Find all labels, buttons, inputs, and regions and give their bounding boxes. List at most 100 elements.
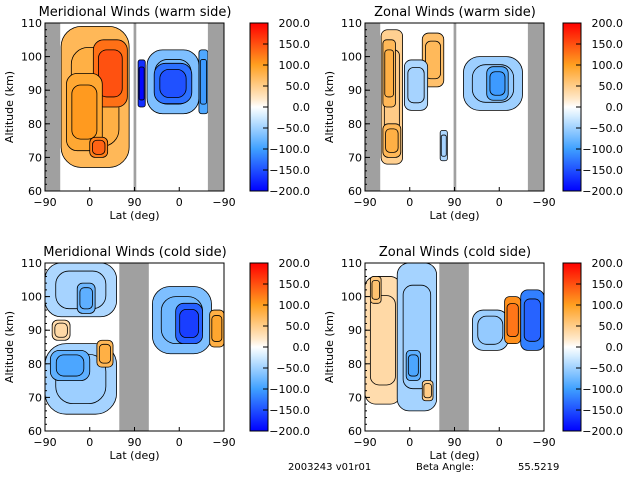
colorbar-tick-label: 0.0 (293, 101, 311, 114)
contour-line (477, 315, 504, 345)
y-tick-label: 90 (348, 324, 362, 337)
no-data-band (439, 263, 469, 431)
contour-line (211, 315, 223, 342)
colorbar-tick-label: −50.0 (589, 362, 623, 375)
x-tick-label: 0 (406, 196, 413, 209)
y-axis-label: Altitude (km) (3, 71, 16, 143)
colorbar-tick-label: 150.0 (592, 278, 624, 291)
chart-title: Meridional Winds (cold side) (43, 245, 226, 260)
x-tick-label: −90 (33, 196, 56, 209)
colorbar-tick-label: 50.0 (599, 80, 624, 93)
x-axis-label: Lat (deg) (110, 449, 160, 462)
x-tick-label: −90 (212, 196, 235, 209)
contour-line (506, 303, 519, 337)
colorbar-tick-label: 150.0 (592, 38, 624, 51)
y-tick-label: 90 (348, 84, 362, 97)
contour-line (407, 67, 425, 104)
chart-title: Zonal Winds (warm side) (374, 5, 536, 20)
colorbar-tick-label: 100.0 (592, 59, 624, 72)
contour-line (489, 71, 506, 96)
colorbar-tick-label: −200.0 (582, 425, 623, 438)
y-tick-label: 80 (28, 358, 42, 371)
x-axis-label: Lat (deg) (430, 209, 480, 222)
x-tick-label: −90 (212, 436, 235, 449)
colorbar-tick-label: 100.0 (279, 59, 311, 72)
x-axis-label: Lat (deg) (110, 209, 160, 222)
colorbar-tick-label: 200.0 (592, 257, 624, 270)
colorbar-tick-label: −150.0 (582, 164, 623, 177)
y-tick-label: 60 (28, 185, 42, 198)
colorbar-tick-label: 200.0 (279, 17, 311, 30)
contour-line (98, 49, 123, 98)
contour-line (159, 68, 187, 98)
y-tick-label: 60 (28, 425, 42, 438)
y-tick-label: 110 (21, 257, 42, 270)
x-tick-label: 0 (406, 436, 413, 449)
colorbar-tick-label: 50.0 (286, 320, 311, 333)
y-tick-label: 70 (348, 151, 362, 164)
contour-line (92, 139, 106, 155)
colorbar-tick-label: 150.0 (279, 38, 311, 51)
y-tick-label: 70 (28, 151, 42, 164)
y-tick-label: 100 (341, 51, 362, 64)
chart-title: Zonal Winds (cold side) (379, 245, 531, 260)
colorbar-tick-label: −100.0 (269, 143, 310, 156)
colorbar-tick-label: −150.0 (582, 404, 623, 417)
contour-line (384, 49, 394, 98)
y-axis-label: Altitude (km) (323, 71, 336, 143)
y-tick-label: 90 (28, 84, 42, 97)
colorbar-tick-label: 150.0 (279, 278, 311, 291)
contour-line (79, 287, 93, 310)
no-data-band (207, 23, 224, 191)
panel-zon-cold: Zonal Winds (cold side) 60 70 80 90 100 110 −90… (323, 245, 623, 462)
panel-mer-cold: Meridional Winds (cold side) 60 70 80 90 100 1… (3, 245, 310, 462)
colorbar-tick-label: 50.0 (286, 80, 311, 93)
contour-line (425, 40, 441, 80)
x-tick-label: 90 (448, 196, 462, 209)
colorbar-tick-label: −100.0 (582, 143, 623, 156)
y-tick-label: 100 (21, 291, 42, 304)
y-tick-label: 80 (28, 118, 42, 131)
x-tick-label: 0 (496, 196, 503, 209)
no-data-band (133, 23, 137, 191)
y-tick-label: 110 (341, 17, 362, 30)
contour-line (423, 383, 432, 399)
colorbar-tick-label: −200.0 (582, 185, 623, 198)
colorbar-tick-label: −200.0 (269, 425, 310, 438)
colorbar-tick-label: 100.0 (592, 299, 624, 312)
no-data-band (45, 23, 61, 191)
x-tick-label: −90 (353, 436, 376, 449)
y-axis-label: Altitude (km) (323, 311, 336, 383)
colorbar-tick-label: −100.0 (582, 383, 623, 396)
panel-mer-warm: Meridional Winds (warm side) 60 70 80 90 100 1… (3, 5, 310, 222)
contour-line (440, 134, 447, 157)
x-axis-label: Lat (deg) (430, 449, 480, 462)
x-tick-label: 0 (176, 436, 183, 449)
colorbar-tick-label: −50.0 (276, 362, 310, 375)
colorbar-tick-label: 200.0 (279, 257, 311, 270)
panel-zon-warm: Zonal Winds (warm side) 60 70 80 90 100 110 −90… (323, 5, 623, 222)
y-axis-label: Altitude (km) (3, 311, 16, 383)
no-data-band (119, 263, 149, 431)
y-tick-label: 60 (348, 425, 362, 438)
colorbar-tick-label: −150.0 (269, 404, 310, 417)
no-data-band (365, 23, 381, 191)
contour-line (523, 298, 541, 342)
contour-line (371, 280, 380, 300)
y-tick-label: 70 (348, 391, 362, 404)
y-tick-label: 80 (348, 118, 362, 131)
colorbar-tick-label: −50.0 (589, 122, 623, 135)
y-tick-label: 80 (348, 358, 362, 371)
x-tick-label: 90 (128, 436, 142, 449)
no-data-band (527, 23, 544, 191)
x-tick-label: −90 (353, 196, 376, 209)
chart-title: Meridional Winds (warm side) (39, 5, 232, 20)
contour-line (54, 322, 68, 338)
colorbar-tick-label: −150.0 (269, 164, 310, 177)
colorbar-tick-label: 0.0 (606, 101, 624, 114)
x-tick-label: 0 (86, 196, 93, 209)
colorbar-tick-label: 50.0 (599, 320, 624, 333)
contour-line (369, 295, 396, 386)
contour-line (71, 84, 98, 140)
